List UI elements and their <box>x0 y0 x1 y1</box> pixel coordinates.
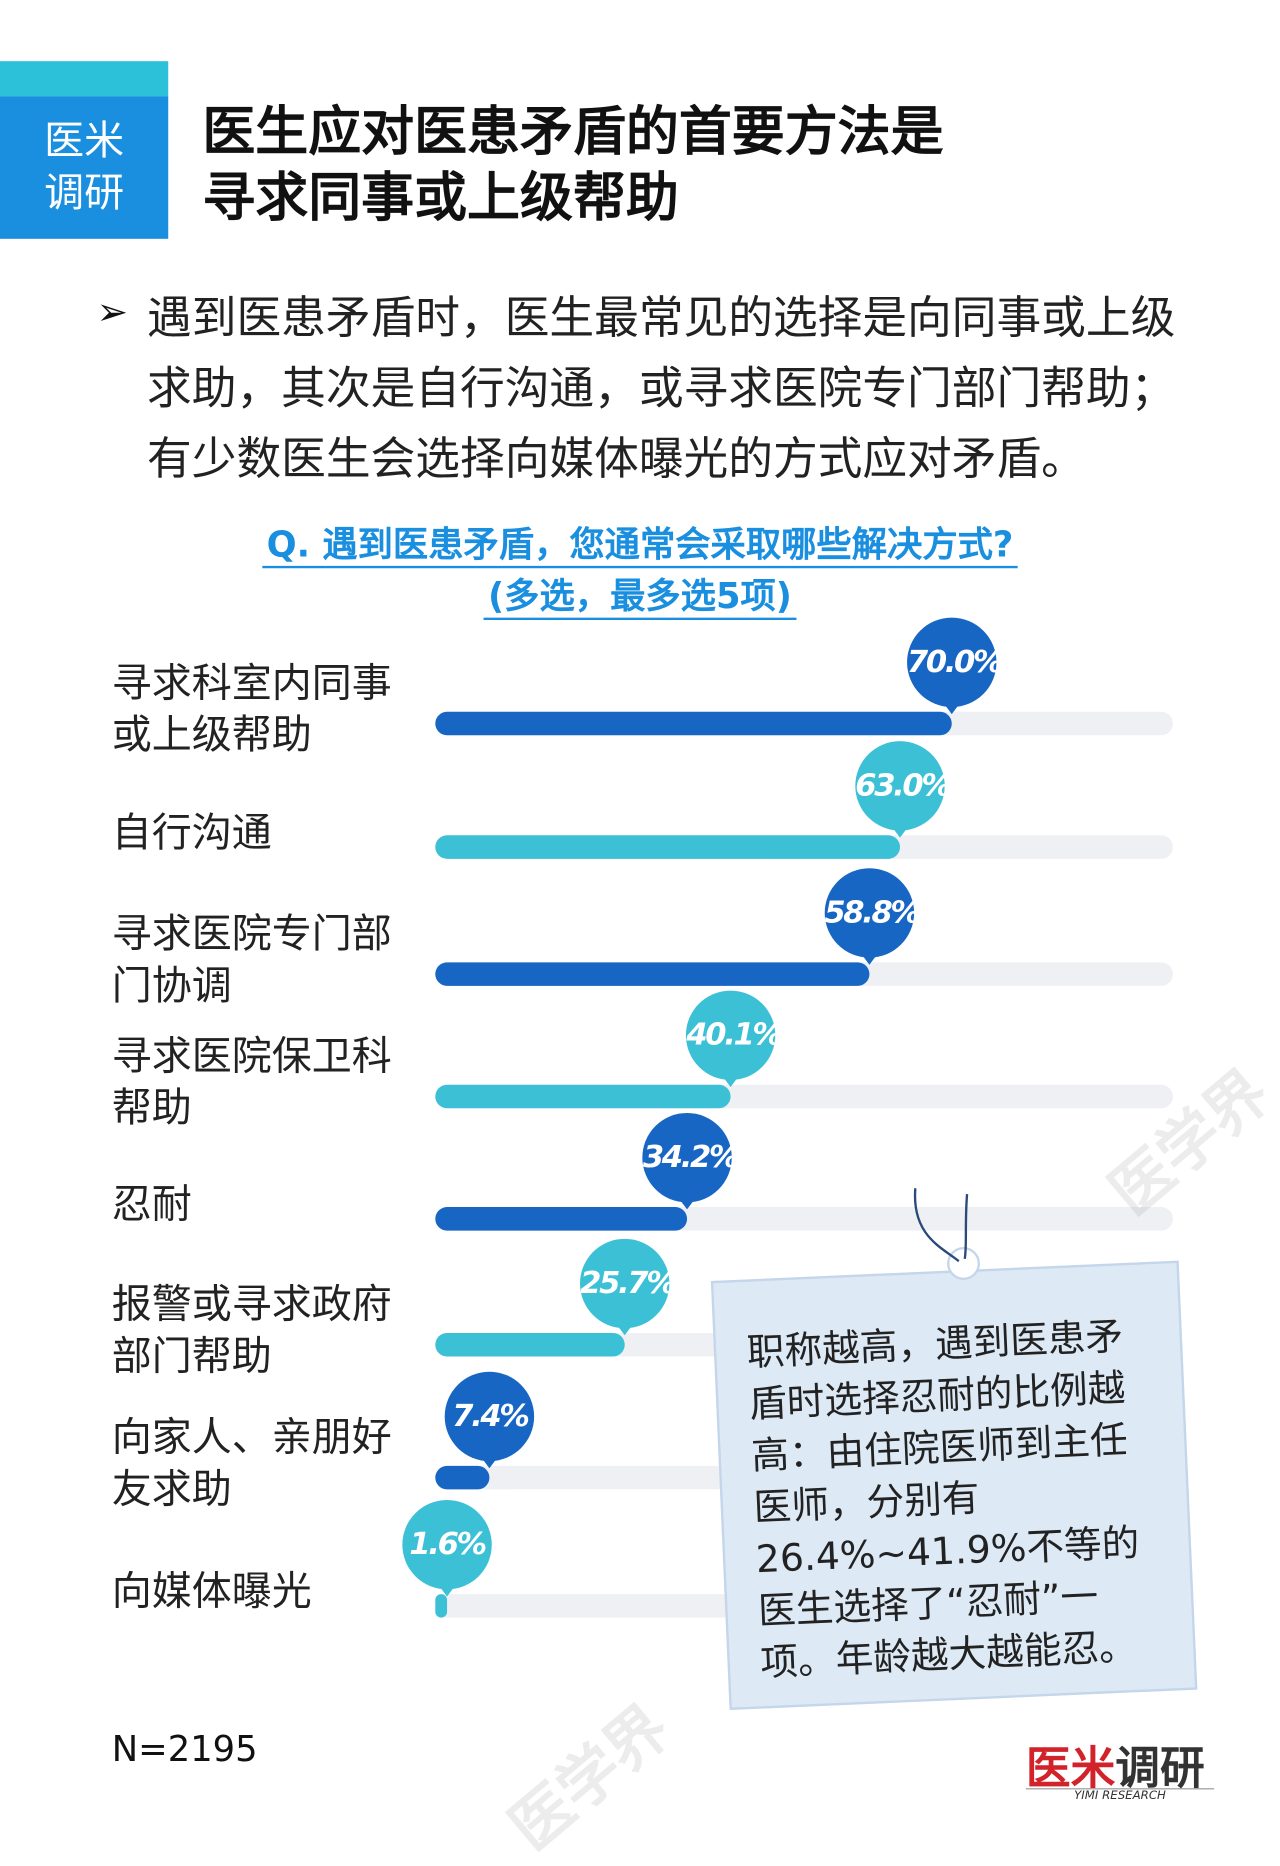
category-label: 自行沟通 <box>111 809 272 857</box>
value-label: 40.1% <box>686 990 783 1080</box>
bar <box>435 711 952 736</box>
category-label: 报警或寻求政府部门帮助 <box>111 1281 392 1380</box>
bullet-text: 遇到医患矛盾时，医生最常见的选择是向同事或上级求助，其次是自行沟通，或寻求医院专… <box>147 291 1176 485</box>
annotation: 职称越高，遇到医患矛盾时选择忍耐的比例越高：由住院医师到主任医师，分别有26.4… <box>745 1313 1141 1686</box>
note: N=2195 <box>111 1729 258 1771</box>
category-label: 向媒体曝光 <box>111 1568 312 1616</box>
logo: 医米调研 <box>1026 1732 1205 1797</box>
value-label: 58.8% <box>824 868 921 958</box>
category-label: 寻求医院保卫科帮助 <box>111 1032 392 1132</box>
logo-part: 医米 <box>1025 1741 1116 1795</box>
title-line: 寻求同事或上级帮助 <box>202 165 679 229</box>
question-line: Q. 遇到医患矛盾，您通常会采取哪些解决方式? <box>261 524 1019 569</box>
bullet-icon: ➢ <box>96 289 129 335</box>
bar <box>435 1465 490 1490</box>
watermark: 医学界 <box>497 1692 684 1865</box>
badge-line: 调研 <box>44 169 125 217</box>
badge-line: 医米 <box>44 117 125 165</box>
bar <box>435 1084 732 1109</box>
bar <box>435 1207 688 1231</box>
value-label: 25.7% <box>580 1238 677 1329</box>
value-label: 63.0% <box>855 741 952 831</box>
logo-sub: YIMI RESEARCH <box>1025 1788 1215 1802</box>
question-line: (多选，最多选5项) <box>483 576 797 620</box>
bar <box>435 1332 625 1357</box>
value-label: 34.2% <box>642 1112 740 1203</box>
title-line: 医生应对医患矛盾的首要方法是 <box>202 99 944 163</box>
question: Q. 遇到医患矛盾，您通常会采取哪些解决方式? (多选，最多选5项) <box>0 520 1280 624</box>
logo-part: 调研 <box>1115 1741 1205 1795</box>
category-label: 忍耐 <box>111 1181 192 1229</box>
value-label: 7.4% <box>445 1371 535 1462</box>
annotation-box: 职称越高，遇到医患矛盾时选择忍耐的比例越高：由住院医师到主任医师，分别有26.4… <box>710 1260 1198 1711</box>
tag-hole <box>947 1247 980 1280</box>
tag-string <box>913 1188 969 1263</box>
badge: 医米 调研 <box>0 96 169 239</box>
top-strip <box>0 61 169 97</box>
watermark: 医学界 <box>1097 1057 1280 1230</box>
bar <box>435 835 900 859</box>
category-label: 向家人、亲朋好友求助 <box>111 1414 392 1513</box>
value-label: 70.0% <box>906 617 1004 708</box>
bar <box>435 962 870 986</box>
category-label: 寻求科室内同事或上级帮助 <box>111 659 392 759</box>
title: 医生应对医患矛盾的首要方法是 寻求同事或上级帮助 <box>202 99 943 231</box>
value-label: 1.6% <box>402 1499 492 1590</box>
category-label: 寻求医院专门部门协调 <box>111 910 392 1010</box>
bar <box>435 1594 448 1618</box>
